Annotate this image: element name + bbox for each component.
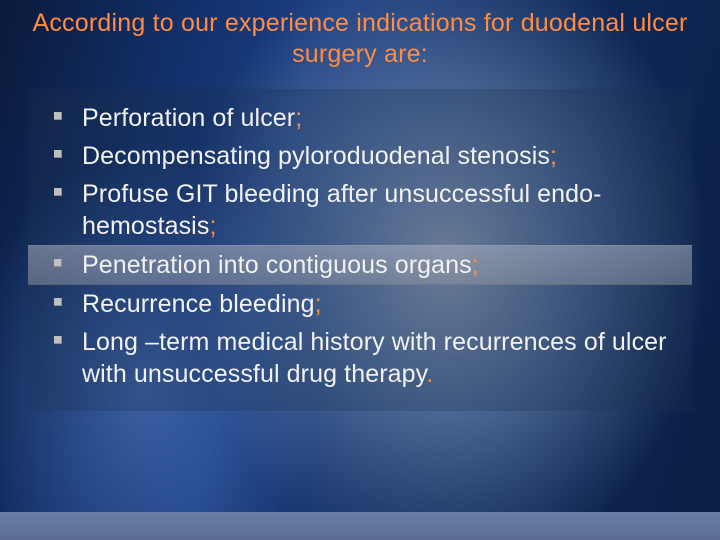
bullet-list: Perforation of ulcer;Decompensating pylo… xyxy=(42,99,678,393)
slide-title: According to our experience indications … xyxy=(28,8,692,71)
list-item-text: Decompensating pyloroduodenal stenosis xyxy=(82,142,550,170)
list-item-text: Profuse GIT bleeding after unsuccessful … xyxy=(82,180,602,240)
list-item-text: Perforation of ulcer xyxy=(82,104,295,132)
list-item-punct: ; xyxy=(550,142,557,170)
list-item: Profuse GIT bleeding after unsuccessful … xyxy=(42,175,678,245)
list-item: Long –term medical history with recurren… xyxy=(42,323,678,393)
list-item-punct: ; xyxy=(315,290,322,318)
list-item-text: Long –term medical history with recurren… xyxy=(82,328,667,388)
list-item: Penetration into contiguous organs; xyxy=(28,245,692,285)
list-item-punct: ; xyxy=(295,104,302,132)
list-item: Recurrence bleeding; xyxy=(42,285,678,323)
list-item-punct: ; xyxy=(472,251,479,279)
list-item-punct: ; xyxy=(209,212,216,240)
list-item-text: Penetration into contiguous organs xyxy=(82,251,472,279)
list-item: Decompensating pyloroduodenal stenosis; xyxy=(42,137,678,175)
list-item: Perforation of ulcer; xyxy=(42,99,678,137)
content-box: Perforation of ulcer;Decompensating pylo… xyxy=(28,89,692,411)
list-item-text: Recurrence bleeding xyxy=(82,290,315,318)
slide: According to our experience indications … xyxy=(0,0,720,540)
list-item-punct: . xyxy=(426,360,433,388)
